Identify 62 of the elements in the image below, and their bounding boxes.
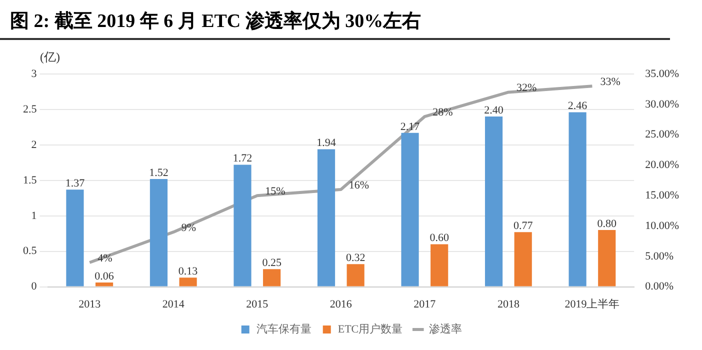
data-label: 16% <box>348 179 370 192</box>
x-tick-label: 2013 <box>78 298 102 310</box>
data-label: 1.72 <box>232 152 252 165</box>
legend-label: 汽车保有量 <box>256 322 312 336</box>
data-label: 1.52 <box>149 166 168 179</box>
data-label: 9% <box>181 222 196 234</box>
data-label: 0.06 <box>94 270 114 282</box>
data-label: 15% <box>265 185 286 198</box>
bar <box>430 244 448 286</box>
bar <box>484 116 503 286</box>
data-label: 2.40 <box>484 104 504 116</box>
x-tick-label: 2018 <box>497 298 520 310</box>
data-label: 32% <box>516 82 537 94</box>
data-label: 2.46 <box>568 100 588 112</box>
y-tick-label: 1 <box>31 210 37 222</box>
bar <box>346 264 364 286</box>
bar <box>263 269 281 286</box>
data-label: 0.25 <box>262 256 282 269</box>
data-label: 0.13 <box>178 265 198 278</box>
legend-label: ETC用户数量 <box>338 322 403 336</box>
x-tick-label: 2015 <box>246 298 269 310</box>
y-tick-label: 2 <box>31 138 37 151</box>
legend-label: 渗透率 <box>429 322 462 336</box>
bar <box>150 178 168 286</box>
x-tick-label: 2014 <box>162 298 185 310</box>
y2-tick-label: 20.00% <box>645 159 680 172</box>
y2-tick-label: 15.00% <box>645 189 680 202</box>
data-label: 0.80 <box>597 218 617 230</box>
bar <box>234 164 252 286</box>
y2-tick-label: 10.00% <box>645 220 680 232</box>
bar <box>514 232 532 286</box>
data-label: 0.32 <box>346 252 366 264</box>
bar <box>179 278 197 286</box>
bar <box>66 190 84 286</box>
data-label: 1.94 <box>316 137 336 150</box>
y2-tick-label: 30.00% <box>645 98 680 110</box>
bar <box>401 132 419 286</box>
data-label: 1.37 <box>65 178 86 190</box>
data-label: 2.17 <box>400 120 420 133</box>
x-tick-label: 2019上半年 <box>564 297 620 310</box>
x-tick-label: 2017 <box>414 298 436 310</box>
y-tick-label: 2.5 <box>23 103 38 116</box>
bar <box>317 149 336 286</box>
bar <box>568 112 586 286</box>
y2-tick-label: 5.00% <box>645 250 674 262</box>
y-tick-label: 0.5 <box>23 245 38 258</box>
y-axis-title: (亿) <box>40 50 60 64</box>
data-label: 0.60 <box>430 232 450 244</box>
y-tick-label: 1.5 <box>23 174 38 186</box>
data-label: 33% <box>600 76 620 88</box>
y2-tick-label: 0.00% <box>645 280 674 293</box>
data-label: 0.77 <box>513 220 534 232</box>
chart-title: 图 2: 截至 2019 年 6 月 ETC 渗透率仅为 30%左右 <box>0 0 670 40</box>
y-tick-label: 0 <box>31 280 38 293</box>
y2-tick-label: 35.00% <box>645 68 680 80</box>
y2-tick-label: 25.00% <box>645 128 680 141</box>
data-label: 28% <box>432 106 453 118</box>
bar <box>95 282 114 286</box>
y-tick-label: 3 <box>31 68 38 80</box>
x-tick-label: 2016 <box>330 298 352 310</box>
data-label: 4% <box>98 252 112 264</box>
bar <box>598 230 616 286</box>
